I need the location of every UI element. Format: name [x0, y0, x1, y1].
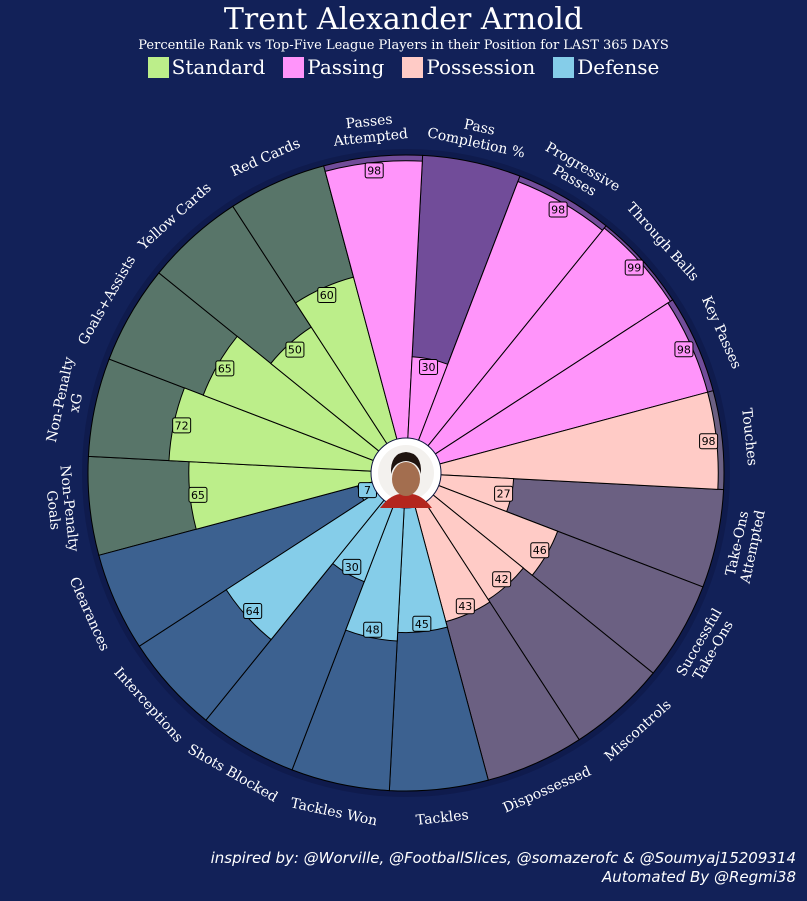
legend-item-passing: Passing	[283, 55, 384, 79]
player-photo	[370, 437, 442, 509]
value-label-shots-blocked: 30	[342, 558, 362, 575]
legend-label-possession: Possession	[426, 55, 536, 79]
legend-label-standard: Standard	[171, 55, 266, 79]
value-text-progressive-passes: 98	[551, 204, 565, 217]
credit-automated-by: Automated By @Regmi38	[601, 868, 796, 886]
value-text-interceptions: 64	[246, 605, 260, 618]
value-label-progressive-passes: 98	[548, 201, 568, 218]
value-text-yellow-cards: 50	[288, 344, 302, 357]
value-text-pass-completion: 30	[422, 361, 436, 374]
value-text-tackles-won: 48	[366, 624, 380, 637]
value-box-yellow-cards	[285, 341, 305, 358]
value-label-red-cards: 60	[317, 287, 337, 304]
value-box-goals-assists	[215, 360, 235, 377]
value-box-key-passes	[674, 341, 694, 358]
value-label-passes-attempted: 98	[364, 162, 384, 179]
value-text-take-ons-attempted: 27	[497, 488, 511, 501]
value-text-dispossessed: 43	[458, 600, 472, 613]
value-text-key-passes: 98	[677, 343, 691, 356]
category-label-tackles: Tackles	[415, 807, 469, 828]
value-text-shots-blocked: 30	[345, 561, 359, 574]
value-label-yellow-cards: 50	[285, 341, 305, 358]
value-box-non-penalty-xg	[172, 417, 192, 434]
value-label-dispossessed: 43	[455, 598, 475, 615]
player-face	[392, 462, 420, 496]
value-text-clearances: 7	[364, 484, 371, 497]
value-text-successful-take-ons: 46	[533, 544, 547, 557]
value-box-touches	[699, 433, 719, 450]
category-label-tackles-won: Tackles Won	[289, 795, 379, 829]
value-label-key-passes: 98	[674, 341, 694, 358]
value-box-successful-take-ons	[530, 542, 550, 559]
value-box-dispossessed	[455, 598, 475, 615]
value-text-red-cards: 60	[320, 289, 334, 302]
credit-inspired-by: inspired by: @Worville, @FootballSlices,…	[210, 849, 796, 867]
legend-label-defense: Defense	[577, 55, 660, 79]
category-label-non-penalty-goals: Non-PenaltyGoals	[40, 464, 81, 554]
legend-label-passing: Passing	[307, 55, 385, 79]
category-label-take-ons-attempted: Take-OnsAttempted	[722, 505, 769, 586]
value-text-goals-assists: 65	[218, 362, 232, 375]
legend-swatch-defense	[553, 56, 575, 78]
value-text-non-penalty-xg: 72	[175, 419, 189, 432]
value-label-tackles-won: 48	[363, 621, 383, 638]
value-label-layer: 65 72 65 50 60 98 30 98 99 98 98 27 46 42 43 45 48 30 64 7	[172, 162, 719, 638]
value-label-goals-assists: 65	[215, 360, 235, 377]
bar-layer	[168, 160, 719, 642]
player-hair	[390, 452, 422, 474]
value-text-touches: 98	[702, 435, 716, 448]
value-label-non-penalty-goals: 65	[188, 486, 208, 503]
value-box-pass-completion	[419, 358, 439, 375]
value-label-successful-take-ons: 46	[530, 542, 550, 559]
value-box-passes-attempted	[364, 162, 384, 179]
value-box-take-ons-attempted	[494, 485, 514, 502]
value-label-interceptions: 64	[243, 603, 263, 620]
legend-item-defense: Defense	[553, 55, 659, 79]
legend-item-standard: Standard	[147, 55, 266, 79]
value-label-miscontrols: 42	[492, 571, 512, 588]
value-box-tackles	[412, 615, 432, 632]
category-label-touches: Touches	[738, 407, 760, 466]
value-label-touches: 98	[699, 433, 719, 450]
legend-swatch-possession	[402, 56, 424, 78]
value-label-take-ons-attempted: 27	[494, 485, 514, 502]
value-label-non-penalty-xg: 72	[172, 417, 192, 434]
value-box-miscontrols	[492, 571, 512, 588]
value-label-tackles: 45	[412, 615, 432, 632]
value-box-shots-blocked	[342, 558, 362, 575]
value-box-interceptions	[243, 603, 263, 620]
legend-item-possession: Possession	[402, 55, 535, 79]
category-label-passes-attempted: PassesAttempted	[330, 110, 408, 150]
value-label-pass-completion: 30	[419, 358, 439, 375]
value-box-through-balls	[624, 259, 644, 276]
player-shirt	[380, 493, 432, 508]
value-text-passes-attempted: 98	[367, 164, 381, 177]
value-box-non-penalty-goals	[188, 486, 208, 503]
legend-swatch-passing	[283, 56, 305, 78]
chart-title: Trent Alexander Arnold	[223, 2, 584, 37]
legend-swatch-standard	[147, 56, 169, 78]
credit-footer: inspired by: @Worville, @FootballSlices,…	[211, 849, 796, 887]
value-text-through-balls: 99	[627, 261, 641, 274]
value-label-through-balls: 99	[624, 259, 644, 276]
chart-subtitle: Percentile Rank vs Top-Five League Playe…	[138, 38, 669, 53]
legend: Standard Passing Possession Defense	[0, 55, 807, 79]
value-box-progressive-passes	[548, 201, 568, 218]
value-text-tackles: 45	[415, 618, 429, 631]
value-text-miscontrols: 42	[495, 573, 509, 586]
value-text-non-penalty-goals: 65	[191, 489, 205, 502]
value-box-red-cards	[317, 287, 337, 304]
value-box-tackles-won	[363, 621, 383, 638]
